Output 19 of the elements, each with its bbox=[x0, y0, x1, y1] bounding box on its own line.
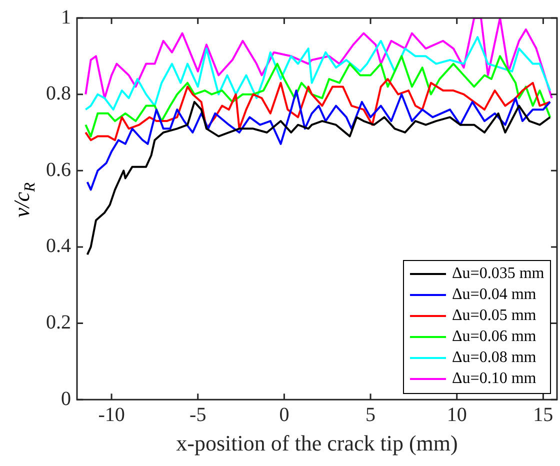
legend-label: Δu=0.05 mm bbox=[452, 307, 536, 326]
y-tick-label: 0.2 bbox=[46, 312, 71, 334]
y-tick-label: 0.8 bbox=[46, 82, 71, 105]
x-axis-title: x-position of the crack tip (mm) bbox=[176, 430, 458, 456]
x-tick-label: 5 bbox=[366, 404, 376, 426]
x-tick-label: 15 bbox=[533, 404, 554, 426]
legend-label: Δu=0.06 mm bbox=[452, 328, 536, 346]
x-tick-label: -5 bbox=[190, 404, 206, 426]
x-tick-label: 0 bbox=[279, 404, 290, 426]
legend-label: Δu=0.10 mm bbox=[452, 370, 536, 388]
x-tick-label: 10 bbox=[446, 404, 467, 426]
y-tick-label: 0.6 bbox=[46, 158, 71, 181]
legend-label: Δu=0.04 mm bbox=[452, 286, 536, 304]
legend-label: Δu=0.08 mm bbox=[452, 349, 536, 368]
y-tick-label: 0 bbox=[61, 388, 71, 410]
x-tick-label: -10 bbox=[98, 404, 125, 426]
legend-label: Δu=0.035 mm bbox=[452, 265, 544, 284]
y-tick-label: 1 bbox=[61, 6, 71, 28]
y-tick-label: 0.4 bbox=[46, 235, 71, 258]
